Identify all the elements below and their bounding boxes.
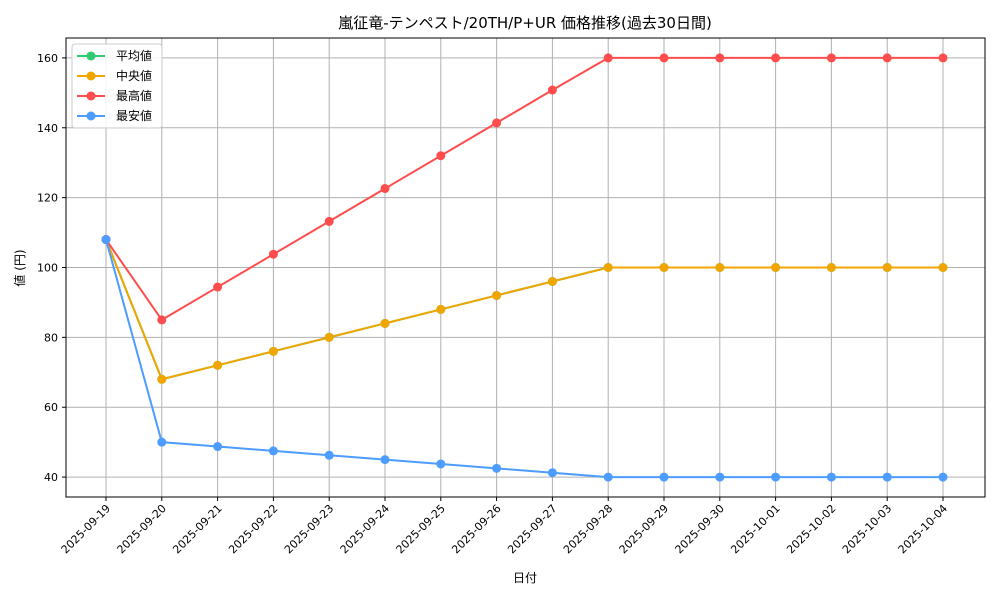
data-point — [380, 318, 390, 328]
data-point — [213, 442, 223, 452]
data-point — [882, 472, 892, 482]
data-point — [547, 85, 557, 95]
plot-frame — [65, 37, 986, 498]
legend-marker — [86, 51, 96, 61]
legend-marker — [86, 91, 96, 101]
x-tick-label: 2025-09-21 — [170, 502, 224, 556]
y-tick-label: 140 — [37, 122, 58, 135]
y-tick-label: 160 — [37, 52, 58, 65]
data-point — [882, 53, 892, 63]
data-point — [268, 249, 278, 259]
x-tick-label: 2025-09-22 — [226, 502, 280, 556]
legend-label: 最高値 — [116, 88, 152, 103]
data-point — [826, 53, 836, 63]
data-point — [324, 450, 334, 460]
data-point — [268, 346, 278, 356]
legend-label: 平均値 — [116, 48, 152, 63]
data-point — [771, 53, 781, 63]
x-tick-label: 2025-10-01 — [728, 502, 782, 556]
y-tick-label: 60 — [44, 401, 58, 414]
legend-label: 最安値 — [116, 108, 152, 123]
x-tick-label: 2025-09-23 — [282, 502, 336, 556]
x-tick-label: 2025-09-20 — [115, 502, 169, 556]
legend-marker — [86, 71, 96, 81]
data-point — [324, 332, 334, 342]
data-point — [659, 472, 669, 482]
data-point — [157, 437, 167, 447]
data-point — [547, 276, 557, 286]
data-point — [771, 472, 781, 482]
x-tick-label: 2025-09-26 — [449, 502, 503, 556]
y-tick-label: 80 — [44, 331, 58, 344]
series-line-2 — [105, 56, 943, 322]
data-point — [380, 455, 390, 465]
y-tick-label: 120 — [37, 192, 58, 205]
x-tick-label: 2025-09-30 — [673, 502, 727, 556]
data-point — [547, 468, 557, 478]
data-point — [882, 263, 892, 272]
data-point — [603, 53, 613, 63]
data-point — [603, 263, 613, 272]
data-point — [268, 446, 278, 456]
series-line-3 — [105, 239, 943, 479]
x-tick-label: 2025-10-03 — [840, 502, 894, 556]
legend-marker — [86, 111, 96, 121]
x-tick-label: 2025-09-29 — [617, 502, 671, 556]
x-tick-label: 2025-09-25 — [394, 502, 448, 556]
x-axis-label: 日付 — [513, 571, 537, 585]
y-axis-label: 値 (円) — [12, 249, 27, 286]
data-point — [157, 374, 167, 384]
data-point — [492, 463, 502, 473]
data-point — [603, 472, 613, 482]
data-point — [101, 235, 111, 245]
x-tick-label: 2025-09-24 — [338, 502, 392, 556]
chart-title: 嵐征竜-テンペスト/20TH/P+UR 価格推移(過去30日間) — [338, 14, 712, 32]
data-point — [492, 118, 502, 128]
data-point — [436, 304, 446, 314]
legend-label: 中央値 — [116, 68, 152, 83]
x-tick-label: 2025-10-04 — [896, 502, 950, 556]
data-point — [715, 472, 725, 482]
data-point — [826, 263, 836, 272]
series-line-0 — [105, 239, 943, 381]
data-point — [659, 53, 669, 63]
data-point — [380, 184, 390, 194]
data-point — [826, 472, 836, 482]
data-point — [436, 151, 446, 161]
data-point — [715, 53, 725, 63]
x-tick-label: 2025-09-28 — [561, 502, 615, 556]
data-point — [938, 263, 948, 272]
data-point — [213, 282, 223, 292]
data-point — [715, 263, 725, 272]
data-point — [436, 459, 446, 469]
x-tick-label: 2025-09-27 — [505, 502, 559, 556]
y-tick-label: 100 — [37, 262, 58, 275]
legend-box — [71, 43, 163, 129]
data-point — [157, 315, 167, 325]
x-tick-label: 2025-09-19 — [59, 502, 113, 556]
data-point — [213, 360, 223, 370]
y-tick-label: 40 — [44, 471, 58, 484]
data-point — [771, 263, 781, 272]
data-point — [324, 216, 334, 226]
data-point — [659, 263, 669, 272]
series-line-1 — [105, 239, 943, 381]
data-point — [492, 290, 502, 300]
data-point — [938, 53, 948, 63]
x-tick-label: 2025-10-02 — [784, 502, 838, 556]
data-point — [938, 472, 948, 482]
